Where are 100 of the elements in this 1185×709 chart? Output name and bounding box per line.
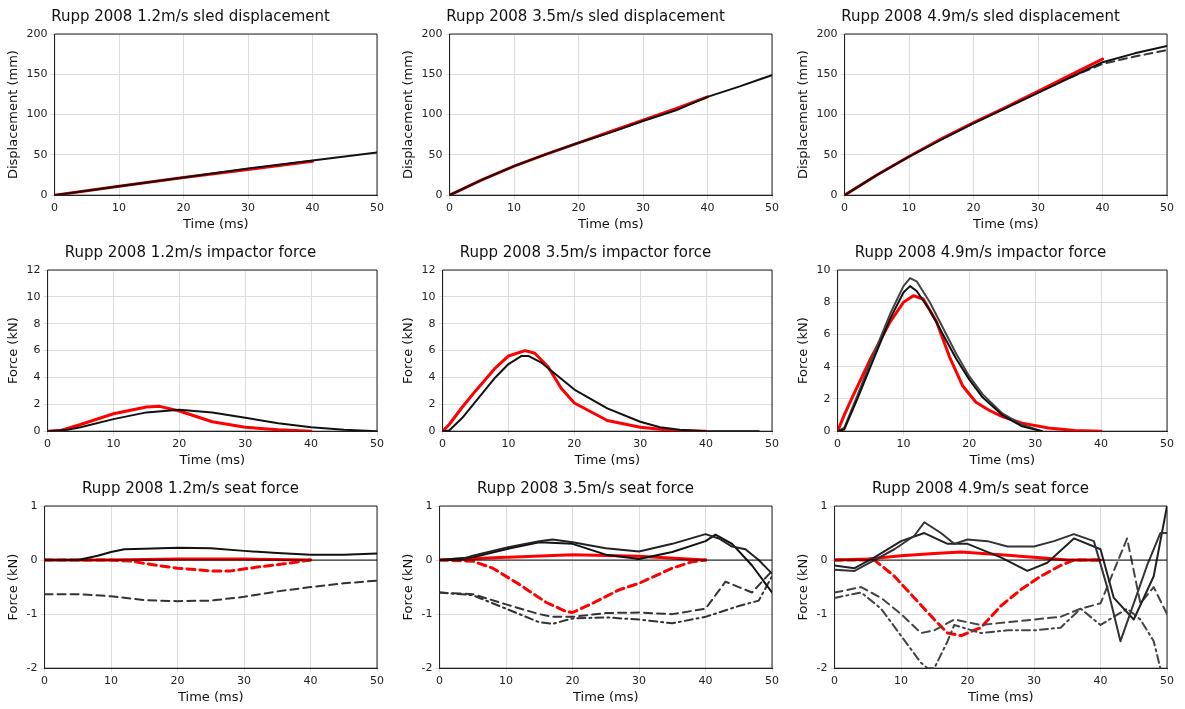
y-tick-label: 0 xyxy=(820,552,828,566)
y-tick-label: 0 xyxy=(435,188,443,202)
chart-title: Rupp 2008 4.9m/s sled displacement xyxy=(841,6,1120,25)
y-tick-label: 0 xyxy=(823,424,831,438)
chart-title: Rupp 2008 1.2m/s impactor force xyxy=(64,242,317,261)
y-tick-label: 200 xyxy=(421,26,443,40)
x-tick-label: 30 xyxy=(636,200,651,214)
chart-title: Rupp 2008 4.9m/s seat force xyxy=(872,478,1089,497)
x-tick-label: 10 xyxy=(501,436,516,450)
x-tick-label: 40 xyxy=(698,673,713,687)
y-tick-label: 10 xyxy=(421,289,436,303)
x-tick-label: 50 xyxy=(1160,200,1174,214)
x-tick-label: 10 xyxy=(104,673,119,687)
x-tick-label: 50 xyxy=(1160,436,1174,450)
x-tick-label: 50 xyxy=(370,200,384,214)
y-tick-label: 50 xyxy=(33,147,48,161)
x-tick-label: 30 xyxy=(633,436,648,450)
y-tick-label: 0 xyxy=(830,188,838,202)
x-axis-title: Time (ms) xyxy=(577,215,644,231)
x-tick-label: 40 xyxy=(699,436,714,450)
chart-title: Rupp 2008 1.2m/s sled displacement xyxy=(51,6,330,25)
y-tick-label: 50 xyxy=(428,147,443,161)
x-tick-label: 10 xyxy=(499,673,514,687)
y-tick-label: -1 xyxy=(816,606,828,620)
y-tick-label: -1 xyxy=(26,606,38,620)
x-tick-label: 40 xyxy=(305,200,320,214)
x-tick-label: 40 xyxy=(1095,200,1110,214)
x-tick-label: 10 xyxy=(507,200,522,214)
x-tick-label: 20 xyxy=(170,673,185,687)
y-axis-title: Force (kN) xyxy=(795,317,811,384)
y-tick-label: 100 xyxy=(421,107,443,121)
y-tick-label: -2 xyxy=(421,661,433,675)
x-tick-label: 40 xyxy=(1094,436,1109,450)
y-axis-title: Displacement (mm) xyxy=(795,50,811,180)
x-tick-label: 20 xyxy=(962,436,977,450)
x-tick-label: 40 xyxy=(700,200,715,214)
x-axis-title: Time (ms) xyxy=(967,688,1034,704)
x-tick-label: 30 xyxy=(241,200,256,214)
y-tick-label: 1 xyxy=(820,498,828,512)
x-tick-label: 40 xyxy=(304,436,319,450)
x-tick-label: 30 xyxy=(1028,436,1043,450)
x-tick-label: 20 xyxy=(960,673,975,687)
x-tick-label: 30 xyxy=(1027,673,1042,687)
y-tick-label: 8 xyxy=(33,316,41,330)
y-axis-title: Force (kN) xyxy=(400,553,416,621)
x-tick-label: 40 xyxy=(1093,673,1108,687)
x-tick-label: 10 xyxy=(106,436,121,450)
y-tick-label: 6 xyxy=(428,343,436,357)
x-axis-title: Time (ms) xyxy=(177,688,244,704)
y-tick-label: 200 xyxy=(26,26,48,40)
y-tick-label: -2 xyxy=(816,661,828,675)
x-axis-title: Time (ms) xyxy=(178,451,246,467)
y-tick-label: 0 xyxy=(30,552,38,566)
y-tick-label: 12 xyxy=(26,262,41,276)
x-tick-label: 10 xyxy=(896,436,911,450)
x-tick-label: 50 xyxy=(765,673,779,687)
y-axis-title: Force (kN) xyxy=(400,317,416,384)
x-tick-label: 30 xyxy=(238,436,253,450)
x-tick-label: 40 xyxy=(303,673,318,687)
x-tick-label: 30 xyxy=(237,673,252,687)
x-tick-label: 20 xyxy=(571,200,586,214)
y-tick-label: 8 xyxy=(428,316,436,330)
y-tick-label: -1 xyxy=(421,606,433,620)
y-tick-label: 100 xyxy=(816,107,838,121)
y-tick-label: 6 xyxy=(823,327,831,341)
y-tick-label: 0 xyxy=(425,552,433,566)
x-axis-title: Time (ms) xyxy=(972,215,1039,231)
y-tick-label: 4 xyxy=(428,370,436,384)
y-tick-label: 150 xyxy=(816,67,838,81)
y-tick-label: 1 xyxy=(30,498,38,512)
y-tick-label: 6 xyxy=(33,343,41,357)
y-tick-label: 2 xyxy=(823,391,831,405)
y-axis-title: Force (kN) xyxy=(795,553,811,621)
x-tick-label: 50 xyxy=(765,436,779,450)
x-tick-label: 20 xyxy=(567,436,582,450)
y-tick-label: 4 xyxy=(33,370,41,384)
x-tick-label: 50 xyxy=(765,200,779,214)
chart-title: Rupp 2008 4.9m/s impactor force xyxy=(854,242,1107,261)
y-tick-label: 4 xyxy=(823,359,831,373)
x-axis-title: Time (ms) xyxy=(182,215,249,231)
chart-title: Rupp 2008 1.2m/s seat force xyxy=(82,478,299,497)
x-tick-label: 0 xyxy=(841,200,849,214)
chart-title: Rupp 2008 3.5m/s impactor force xyxy=(459,242,712,261)
y-axis-title: Force (kN) xyxy=(5,317,21,384)
y-tick-label: 150 xyxy=(26,67,48,81)
y-tick-label: 1 xyxy=(425,498,433,512)
x-tick-label: 50 xyxy=(370,673,384,687)
x-tick-label: 50 xyxy=(370,436,384,450)
y-tick-label: 150 xyxy=(421,67,443,81)
x-tick-label: 50 xyxy=(1160,673,1174,687)
x-tick-label: 20 xyxy=(176,200,191,214)
y-axis-title: Displacement (mm) xyxy=(5,50,21,180)
y-tick-label: 12 xyxy=(421,262,436,276)
x-axis-title: Time (ms) xyxy=(573,451,641,467)
y-tick-label: 200 xyxy=(816,26,838,40)
x-tick-label: 20 xyxy=(565,673,580,687)
x-tick-label: 20 xyxy=(966,200,981,214)
y-axis-title: Force (kN) xyxy=(5,553,21,621)
x-tick-label: 10 xyxy=(894,673,909,687)
y-tick-label: 2 xyxy=(33,397,41,411)
